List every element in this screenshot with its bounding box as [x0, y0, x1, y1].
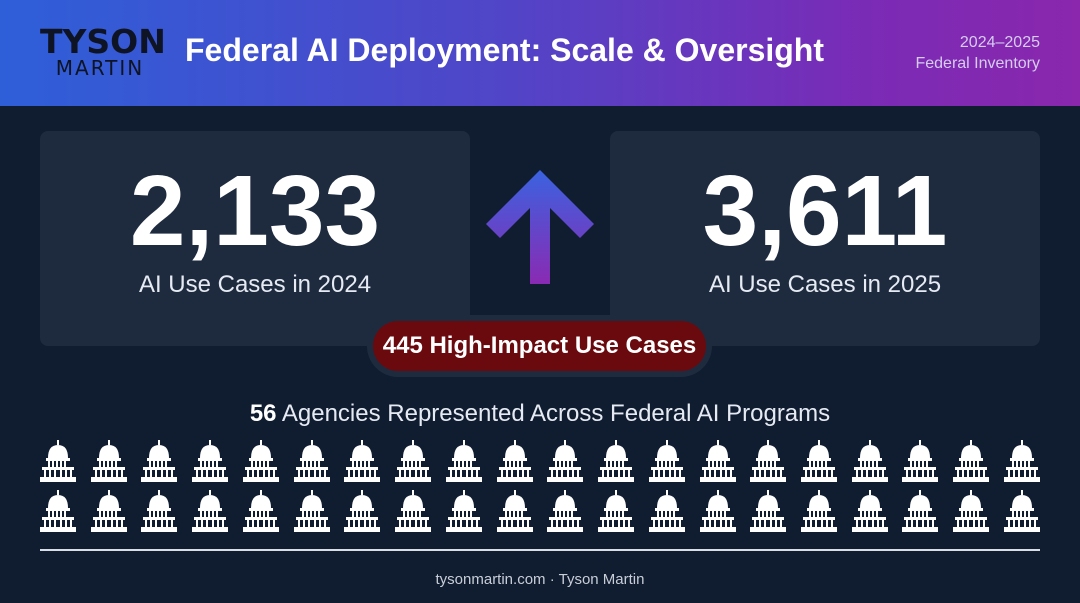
capitol-building-icon: [192, 440, 229, 482]
capitol-building-icon: [293, 440, 330, 482]
capitol-building-icon: [547, 490, 584, 532]
capitol-building-icon: [953, 440, 990, 482]
capitol-building-icon: [192, 490, 229, 532]
capitol-building-icon: [293, 490, 330, 532]
capitol-building-icon: [699, 440, 736, 482]
capitol-building-icon: [40, 440, 76, 482]
divider: [40, 549, 1040, 551]
capitol-building-icon: [648, 440, 685, 482]
capitol-building-icon: [496, 490, 533, 532]
capitol-building-icon: [395, 440, 432, 482]
capitol-building-icon: [851, 440, 888, 482]
inventory-label: Federal Inventory: [915, 55, 1040, 72]
capitol-building-icon: [395, 490, 432, 532]
footer-name: Tyson Martin: [558, 571, 645, 588]
capitol-building-icon: [902, 490, 939, 532]
agency-icon-grid: [40, 440, 1040, 540]
footer-site: tysonmartin.com: [435, 571, 546, 588]
capitol-building-icon: [344, 440, 381, 482]
capitol-building-icon: [344, 490, 381, 532]
header-banner: TYSON MARTIN Federal AI Deployment: Scal…: [0, 0, 1080, 106]
agency-icon-row: [40, 440, 1040, 486]
capitol-building-icon: [141, 440, 178, 482]
stat-value-2024: 2,133: [129, 155, 381, 267]
capitol-building-icon: [750, 440, 787, 482]
capitol-building-icon: [851, 490, 888, 532]
footer: tysonmartin.com · Tyson Martin: [0, 571, 1080, 588]
capitol-building-icon: [242, 490, 279, 532]
capitol-building-icon: [1003, 490, 1040, 532]
stat-value-2025: 3,611: [702, 155, 948, 267]
capitol-building-icon: [445, 440, 482, 482]
capitol-building-icon: [1003, 440, 1040, 482]
agencies-text: Agencies Represented Across Federal AI P…: [281, 400, 831, 427]
capitol-building-icon: [445, 490, 482, 532]
logo-bottom-text: MARTIN: [55, 56, 145, 80]
capitol-building-icon: [699, 490, 736, 532]
agency-count: 56: [249, 400, 277, 427]
page-title: Federal AI Deployment: Scale & Oversight: [185, 32, 824, 68]
capitol-building-icon: [90, 490, 127, 532]
up-arrow-icon: [486, 170, 594, 284]
agencies-caption: 56 Agencies Represented Across Federal A…: [0, 400, 1080, 428]
capitol-building-icon: [90, 440, 127, 482]
period-label: 2024–2025: [959, 34, 1040, 51]
stat-label-2025: AI Use Cases in 2025: [708, 271, 942, 298]
logo-top-text: TYSON: [40, 22, 166, 61]
capitol-building-icon: [141, 490, 178, 532]
footer-separator: ·: [549, 571, 555, 588]
capitol-building-icon: [902, 440, 939, 482]
capitol-building-icon: [598, 490, 635, 532]
capitol-building-icon: [953, 490, 990, 532]
header-meta: 2024–2025 Federal Inventory: [915, 32, 1040, 74]
capitol-building-icon: [242, 440, 279, 482]
capitol-building-icon: [801, 490, 838, 532]
logo: TYSON MARTIN: [40, 22, 166, 80]
capitol-building-icon: [598, 440, 635, 482]
high-impact-label: 445 High-Impact Use Cases: [373, 321, 706, 371]
capitol-building-icon: [547, 440, 584, 482]
high-impact-badge: 445 High-Impact Use Cases: [367, 315, 712, 377]
capitol-building-icon: [750, 490, 787, 532]
agency-icon-row: [40, 490, 1040, 536]
capitol-building-icon: [801, 440, 838, 482]
capitol-building-icon: [40, 490, 76, 532]
capitol-building-icon: [496, 440, 533, 482]
capitol-building-icon: [648, 490, 685, 532]
stat-card-2024: 2,133 AI Use Cases in 2024: [40, 131, 470, 346]
stat-label-2024: AI Use Cases in 2024: [138, 271, 372, 298]
stat-card-2025: 3,611 AI Use Cases in 2025: [610, 131, 1040, 346]
